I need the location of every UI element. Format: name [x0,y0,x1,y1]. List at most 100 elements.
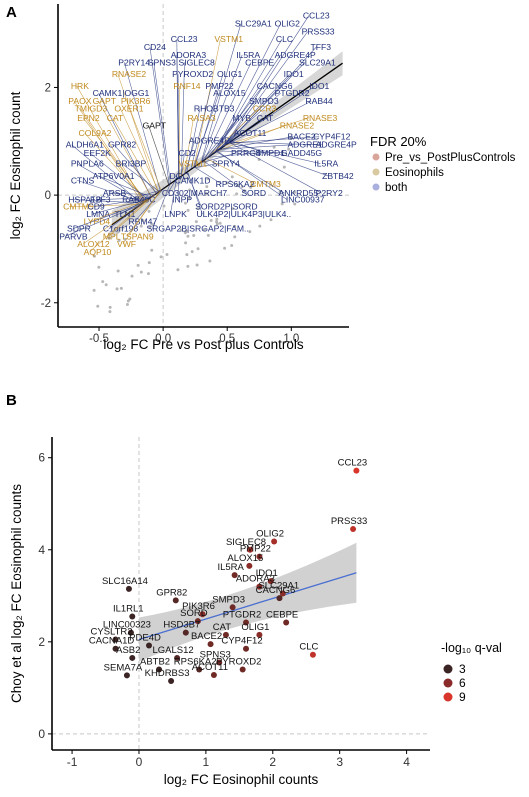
gene-label: P2RY2 [316,188,343,198]
panel-a-legend: FDR 20% Pre_vs_PostPlusControls Eosinophil… [370,134,516,194]
panel-b-points [112,467,360,684]
label-leader-line [113,144,157,194]
gene-label: ABTB2 [140,656,170,667]
gene-label: CMTM5 [63,202,94,212]
background-point [139,270,143,274]
legend-swatch [372,183,380,191]
data-point [194,618,201,625]
background-point [141,219,145,223]
gene-label: CLC [276,34,293,44]
label-leader-line [112,117,157,194]
x-tick-label: 1.0 [283,333,299,345]
label-leader-line [206,158,257,185]
background-point [186,264,190,268]
label-leader-line [76,179,144,203]
background-point [223,246,227,250]
gene-label: MPL [103,231,121,241]
label-leader-line [203,160,248,194]
label-leader-line [231,140,329,177]
background-point [162,204,166,208]
gene-label: ALOX15 [213,88,246,98]
gene-label: IL5RA [236,50,260,60]
gene-label: PIK3R6 [182,601,215,612]
background-point [235,192,239,196]
label-leader-line [229,142,322,194]
gene-label: C1orf198 [103,224,139,234]
label-leader-line [208,152,262,158]
gene-label: ATP6V0A1 [93,171,135,181]
label-leader-line [170,179,177,215]
gene-label: SIGLEC8 [179,57,216,67]
background-point [179,228,183,232]
background-point [150,248,154,252]
label-leader-line [219,144,294,150]
legend-swatch [372,168,380,176]
gene-label: PTGDR2 [223,609,262,620]
gene-label: PRRG4 [231,148,261,158]
label-leader-line [76,163,144,203]
background-point [115,287,119,291]
gene-label: PYROXD2 [216,656,261,667]
background-point [282,165,286,169]
background-point [119,286,123,290]
panel-b-axes: -1 0 1 2 3 4 0 2 4 6 [38,437,430,769]
gene-label: ADGRE1 [287,140,323,150]
legend-title: -log₁₀ q-val [441,641,502,655]
label-leader-line [186,108,201,173]
y-tick-label: -2 [41,298,51,310]
gene-label: LGALS12 [153,645,194,656]
gene-label: ANKRD55 [278,188,318,198]
x-tick-label: -0.5 [89,333,109,345]
gene-label: IDO1 [284,69,304,79]
gene-label: CACNG6 [257,81,293,91]
gene-label: CCL23 [338,458,368,469]
background-point [117,238,121,242]
data-point [112,636,119,643]
background-point [209,218,213,222]
data-point [129,613,136,620]
gene-label: PYROXD2 [172,69,213,79]
data-point [256,583,263,590]
background-point [206,233,210,237]
data-point [279,590,286,597]
gene-label: CLC [299,642,318,653]
gene-label: ALOX15 [227,553,263,564]
x-tick-label: -1 [67,755,78,769]
gene-label: PAOX [68,96,92,106]
x-tick-label: 1 [203,755,210,769]
label-leader-line [205,100,256,160]
data-point [182,629,189,636]
background-point [293,190,297,194]
gene-label: P2RY14 [118,57,150,67]
label-leader-line [177,74,180,178]
label-leader-line [224,15,310,146]
panel-a-letter: A [6,4,17,21]
label-leader-line [74,199,143,204]
gene-label: PMP22 [205,81,233,91]
label-leader-line [128,189,162,200]
gene-label: SMPD3 [212,594,245,605]
data-point [231,572,238,579]
gene-label: SMPD1 [255,148,285,158]
gene-label: CAMK1|OGG1 [93,88,150,98]
gene-label: SMPD3 [249,96,279,106]
label-leader-line [69,204,141,207]
background-point [130,274,134,278]
gene-label: SLC29A1 [235,19,272,29]
label-leader-line [123,62,161,191]
gene-label: PMP22 [240,544,271,555]
background-point [186,208,190,212]
gene-label: ASB2 [116,645,140,656]
panel-b-labels: CCL23PRSS33OLIG2SIGLEC8PMP22ALOX15IL5RAA… [89,458,367,679]
label-leader-line [83,200,147,245]
label-leader-line [199,152,238,164]
data-point [256,631,263,638]
background-point [287,147,291,151]
label-leader-line [184,140,196,174]
y-tick-label: 0 [45,190,51,202]
label-leader-line [184,117,194,174]
background-point [230,243,234,247]
background-point [147,209,151,213]
data-point [172,597,179,604]
label-leader-line [179,176,181,181]
